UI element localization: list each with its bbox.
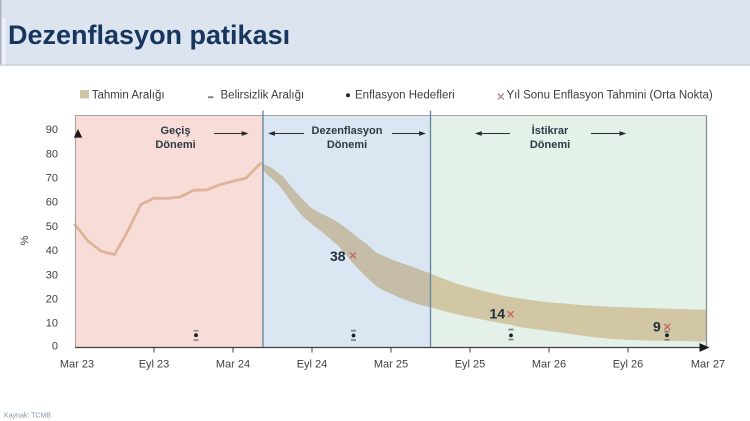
svg-text:Enflasyon Hedefleri: Enflasyon Hedefleri — [355, 90, 455, 102]
svg-text:14: 14 — [490, 306, 506, 322]
svg-text:Dezenflasyon: Dezenflasyon — [312, 125, 383, 137]
svg-text:Yıl Sonu Enflasyon Tahmini (Or: Yıl Sonu Enflasyon Tahmini (Orta Nokta) — [507, 90, 713, 102]
svg-text:Belirsizlik Aralığı: Belirsizlik Aralığı — [221, 90, 305, 102]
svg-text:50: 50 — [46, 221, 58, 233]
svg-text:Mar 27: Mar 27 — [691, 359, 725, 371]
svg-text:Eyl 26: Eyl 26 — [613, 359, 644, 371]
svg-text:Mar 25: Mar 25 — [374, 359, 408, 371]
svg-text:Mar 23: Mar 23 — [60, 359, 94, 371]
svg-text:Dezenflasyon patikası: Dezenflasyon patikası — [8, 20, 290, 50]
svg-text:Eyl 24: Eyl 24 — [297, 359, 328, 371]
svg-text:9: 9 — [653, 319, 661, 335]
svg-text:%: % — [19, 235, 31, 245]
svg-text:90: 90 — [46, 124, 58, 136]
svg-text:0: 0 — [52, 340, 58, 352]
svg-text:Mar 24: Mar 24 — [216, 359, 250, 371]
svg-text:60: 60 — [46, 197, 58, 209]
svg-text:Mar 26: Mar 26 — [532, 359, 566, 371]
svg-text:70: 70 — [46, 173, 58, 185]
svg-text:80: 80 — [46, 148, 58, 160]
svg-text:30: 30 — [46, 269, 58, 281]
svg-text:38: 38 — [330, 248, 346, 264]
svg-text:40: 40 — [46, 245, 58, 257]
svg-text:İstikrar: İstikrar — [532, 124, 569, 137]
svg-text:Dönemi: Dönemi — [327, 139, 367, 151]
svg-text:Dönemi: Dönemi — [530, 139, 570, 151]
svg-text:Eyl 25: Eyl 25 — [455, 359, 486, 371]
svg-text:Dönemi: Dönemi — [155, 139, 195, 151]
svg-text:10: 10 — [46, 318, 58, 330]
svg-text:Kaynak: TCMB: Kaynak: TCMB — [4, 413, 51, 420]
svg-text:Geçiş: Geçiş — [161, 125, 191, 137]
svg-text:Tahmin Aralığı: Tahmin Aralığı — [92, 90, 165, 102]
svg-text:20: 20 — [46, 294, 58, 306]
svg-text:Eyl 23: Eyl 23 — [139, 359, 170, 371]
